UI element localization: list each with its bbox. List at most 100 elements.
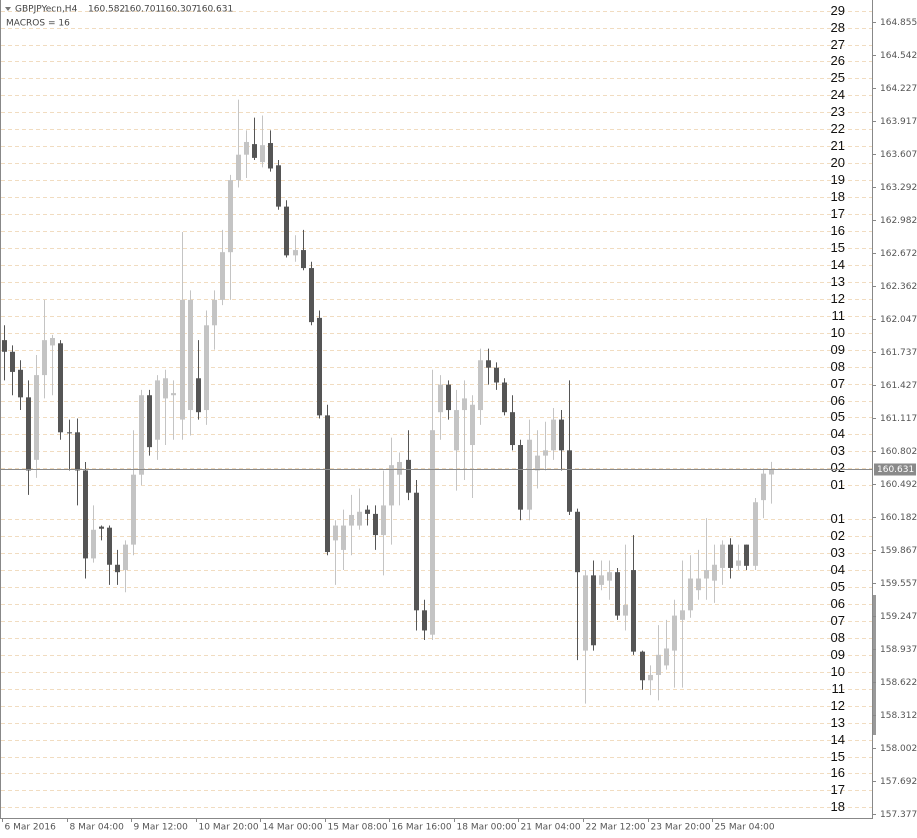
time-tick-label: 15 Mar 08:00 [328,823,388,833]
candle-body [704,570,709,579]
candle-body [357,511,362,526]
candle-body [349,514,354,526]
candle-body [204,325,209,411]
level-label: 04 [831,562,845,577]
collapse-arrow[interactable] [5,7,11,11]
level-label: 07 [831,376,845,391]
level-label: 16 [831,223,845,238]
candle-body [293,250,298,256]
candle-body [575,511,580,573]
time-tick-label: 10 Mar 20:00 [199,823,259,833]
candle-body [454,410,459,451]
level-label: 08 [831,359,845,374]
time-tick-label: 8 Mar 04:00 [70,823,125,833]
time-tick-label: 9 Mar 12:00 [134,823,189,833]
level-label: 28 [831,20,845,35]
level-label: 02 [831,528,845,543]
candle-body [688,578,693,611]
candle-body [341,525,346,550]
candle-body [317,317,322,416]
candle-body [34,375,39,460]
candle-body [478,360,483,411]
price-tick-label: 159.247 [880,612,917,622]
time-tick-label: 23 Mar 20:00 [651,823,711,833]
level-label: 05 [831,579,845,594]
candle-body [543,450,548,456]
level-label: 22 [831,121,845,136]
candle-body [656,654,661,675]
candle-body [10,351,15,372]
level-label: 13 [831,274,845,289]
candle-body [373,513,378,536]
candle-body [769,469,774,475]
symbol-label: GBPJPYecn,H4 [15,5,78,15]
candle-body [527,439,532,510]
price-tick-label: 164.227 [880,84,917,94]
level-label: 11 [832,308,846,323]
candle-body [228,180,233,253]
candle-body [236,154,241,181]
candle-body [406,459,411,493]
level-label: 25 [831,70,845,85]
candle-body [397,461,402,475]
price-tick-label: 160.182 [880,513,917,523]
price-tick-label: 163.917 [880,117,917,127]
candle-body [91,529,96,559]
level-label: 03 [831,443,845,458]
volume-indicator-bar [873,595,876,735]
candle-body [26,397,31,471]
candle-body [502,382,507,413]
header-ohlc-value: 160.307 [160,5,197,15]
candle-body [446,384,451,411]
candle-body [664,648,669,666]
candle-body [301,250,306,269]
candle-body [623,605,628,616]
price-tick-label: 162.982 [880,216,917,226]
price-tick-label: 164.855 [880,18,917,28]
candle-body [672,615,677,651]
candle-body [518,445,523,510]
candle-body [470,404,475,446]
candle-body [260,145,265,163]
level-label: 15 [831,240,845,255]
level-label: 09 [831,342,845,357]
level-label: 01 [831,477,845,492]
candle-body [244,141,249,155]
candle-body [284,206,289,256]
candle-body [75,432,80,471]
level-label: 21 [831,138,845,153]
candle-body [559,419,564,451]
candle-body [268,143,273,169]
candle-body [551,419,556,451]
candle-body [67,432,72,434]
price-tick-label: 160.492 [880,480,917,490]
candle-body [696,578,701,591]
candle-body [510,412,515,446]
time-tick-label: 25 Mar 04:00 [715,823,775,833]
candle-body [414,492,419,611]
candle-body [607,572,612,581]
level-label: 16 [831,765,845,780]
candle-body [462,398,467,411]
level-label: 26 [831,53,845,68]
candle-body [147,395,152,448]
price-tick-label: 159.557 [880,579,917,589]
time-axis: 6 Mar 2016 8 Mar 04:00 9 Mar 12:00 10 Mar 2… [2,818,775,833]
price-tick-label: 163.292 [880,183,917,193]
candle-body [591,575,596,646]
indicator-label: MACROS = 16 [6,19,70,29]
level-label: 04 [831,426,845,441]
level-label: 19 [831,172,845,187]
candles [2,99,774,704]
candle-body [188,299,193,411]
level-label: 10 [831,664,845,679]
candle-body [212,299,217,326]
candle-body [58,343,63,433]
level-label: 17 [831,782,845,797]
candle-body [252,144,257,158]
candle-body [180,299,185,420]
level-label: 07 [831,613,845,628]
price-tick-label: 161.737 [880,348,917,358]
price-tick-label: 157.692 [880,777,917,787]
candle-body [486,360,491,368]
